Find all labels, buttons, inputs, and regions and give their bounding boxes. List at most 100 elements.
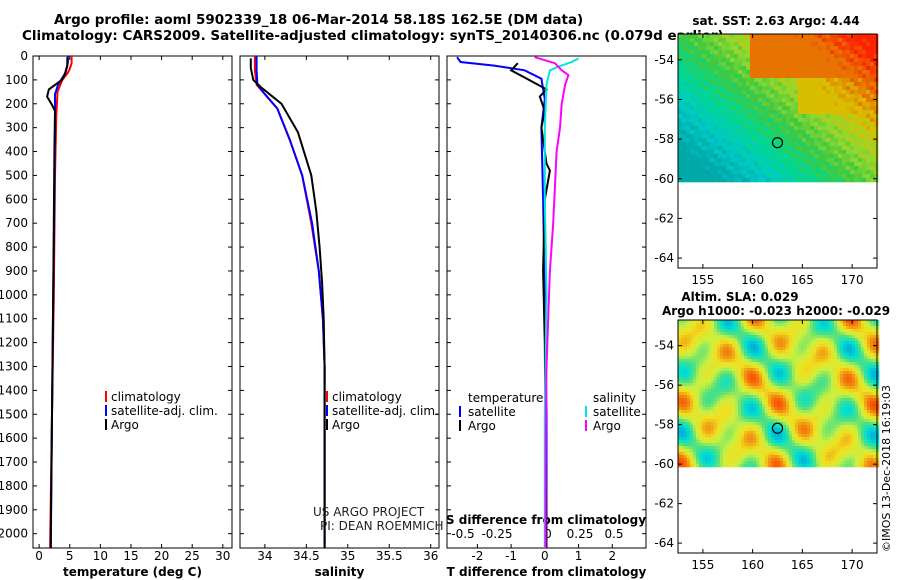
x-tick-label: 15	[123, 549, 138, 563]
map-x-tick-label: 155	[691, 558, 714, 572]
map-x-tick-label: 165	[791, 273, 814, 287]
series-line-argo	[46, 57, 69, 548]
x-tick-label: 2	[608, 549, 616, 563]
y-tick-label: 300	[5, 121, 28, 135]
x-tick-label: 1	[575, 549, 583, 563]
map-subtitle: Argo h1000: -0.023 h2000: -0.029	[662, 304, 890, 318]
y-tick-label: 1900	[0, 503, 28, 517]
map-y-tick-label: -58	[654, 418, 674, 432]
x-tick-label: 0	[541, 549, 549, 563]
legend-swatch	[459, 420, 461, 431]
y-tick-label: 500	[5, 168, 28, 182]
legend-label: satellite	[593, 405, 641, 419]
legend-label: satellite-adj. clim.	[111, 404, 218, 418]
legend-swatch	[585, 420, 587, 431]
figure-title-line1: Argo profile: aoml 5902339_18 06-Mar-201…	[54, 12, 584, 28]
map-x-tick-label: 160	[741, 558, 764, 572]
map-y-tick-label: -62	[654, 497, 674, 511]
map-y-tick-label: -64	[654, 536, 674, 550]
x-tick-label: 34	[257, 549, 272, 563]
x-tick-label: 30	[215, 549, 230, 563]
map-y-tick-label: -56	[654, 378, 674, 392]
y-tick-label: 1500	[0, 407, 28, 421]
x-tick-label: 36	[423, 549, 438, 563]
plot-frame-salinity	[239, 55, 440, 549]
series-line-argo	[249, 58, 326, 548]
map-y-tick-label: -58	[654, 132, 674, 146]
x-tick-label: 34.5	[293, 549, 320, 563]
legend-swatch	[105, 405, 107, 416]
legend-label: satellite	[468, 405, 516, 419]
legend-swatch	[105, 391, 107, 402]
map-title: sat. SST: 2.63 Argo: 4.44	[692, 14, 859, 28]
x-tick-label-salinity: 0.25	[567, 527, 594, 541]
float-position-marker	[771, 422, 784, 434]
series-line-climatology	[253, 56, 326, 548]
map-y-tick-label: -56	[654, 92, 674, 106]
map-y-tick-label: -60	[654, 457, 674, 471]
map-y-tick-label: -62	[654, 211, 674, 225]
y-tick-label: 100	[5, 73, 28, 87]
map-x-tick-label: 160	[741, 273, 764, 287]
y-tick-label: 0	[20, 49, 28, 63]
sst_map-field	[678, 34, 879, 183]
x-tick-label: 35	[340, 549, 355, 563]
y-tick-label: 400	[5, 145, 28, 159]
y-tick-label: 600	[5, 192, 28, 206]
map-x-tick-label: 170	[841, 558, 864, 572]
y-tick-label: 1300	[0, 359, 28, 373]
x-axis-label: salinity	[315, 565, 365, 579]
legend-label: climatology	[332, 390, 402, 404]
sla_map-field	[678, 320, 880, 468]
y-tick-label: 1800	[0, 479, 28, 493]
annotation-label: PI: DEAN ROEMMICH	[320, 519, 443, 533]
x-tick-label-salinity: -0.5	[451, 527, 474, 541]
x-axis-label: temperature (deg C)	[63, 565, 202, 579]
legend-swatch	[326, 405, 328, 416]
legend-swatch	[585, 406, 587, 417]
x-tick-label: 20	[154, 549, 169, 563]
legend-swatch	[326, 391, 328, 402]
legend-heading: salinity	[593, 391, 636, 405]
legend-label: Argo	[468, 419, 496, 433]
x-tick-label: -2	[471, 549, 483, 563]
map-y-tick-label: -54	[654, 53, 674, 67]
figure-title-line2: Climatology: CARS2009. Satellite-adjuste…	[22, 28, 724, 44]
series-line-temperature-satellite	[456, 56, 548, 548]
legend-label: Argo	[593, 419, 621, 433]
annotation-label: US ARGO PROJECT	[313, 505, 425, 519]
map-x-tick-label: 155	[691, 273, 714, 287]
x-axis-label: T difference from climatology	[447, 565, 647, 579]
x-tick-label: -1	[505, 549, 517, 563]
legend-swatch	[326, 419, 328, 430]
x-tick-label-salinity: -0.25	[481, 527, 512, 541]
map-y-tick-label: -60	[654, 172, 674, 186]
map-y-tick-label: -64	[654, 251, 674, 265]
footer-credit: ©IMOS 13-Dec-2018 16:19:03	[880, 385, 893, 552]
sst_map-frame	[677, 33, 878, 269]
sla_map-frame	[677, 319, 878, 554]
legend-label: satellite-adj. clim.	[332, 404, 439, 418]
y-tick-label: 1100	[0, 312, 28, 326]
legend-label: Argo	[111, 418, 139, 432]
legend-swatch	[459, 406, 461, 417]
y-tick-label: 2000	[0, 527, 28, 541]
float-position-marker	[771, 137, 784, 149]
legend-heading: temperature	[468, 391, 543, 405]
x-tick-label: 25	[185, 549, 200, 563]
series-line-satellite-adj--clim-	[255, 56, 326, 548]
x-tick-label: 10	[93, 549, 108, 563]
y-tick-label: 200	[5, 97, 28, 111]
series-line-temperature-argo	[509, 62, 551, 549]
legend-swatch	[105, 419, 107, 430]
map-title: Altim. SLA: 0.029	[681, 290, 798, 304]
x-tick-label-salinity: 0	[544, 527, 552, 541]
y-tick-label: 900	[5, 264, 28, 278]
legend-label: climatology	[111, 390, 181, 404]
y-tick-label: 1000	[0, 288, 28, 302]
y-tick-label: 1700	[0, 455, 28, 469]
legend-label: Argo	[332, 418, 360, 432]
series-line-salinity-argo	[534, 56, 570, 549]
y-tick-label: 1200	[0, 336, 28, 350]
